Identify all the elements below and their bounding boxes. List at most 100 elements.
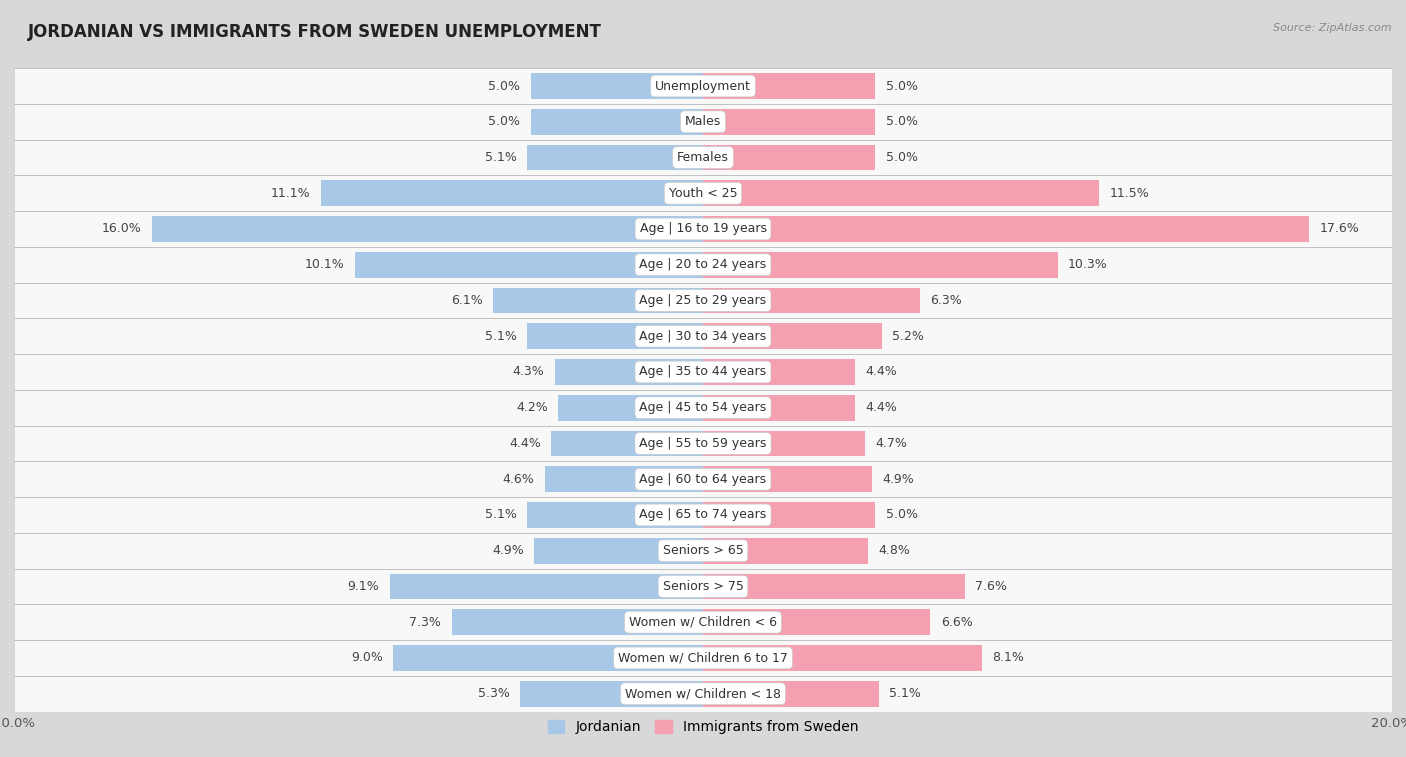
Text: 6.6%: 6.6% (941, 615, 973, 629)
FancyBboxPatch shape (14, 497, 1392, 533)
Text: 11.1%: 11.1% (271, 187, 311, 200)
Text: Age | 60 to 64 years: Age | 60 to 64 years (640, 472, 766, 486)
FancyBboxPatch shape (14, 319, 1392, 354)
Bar (356, 252, 703, 278)
Bar (520, 681, 703, 706)
Text: 5.0%: 5.0% (488, 115, 520, 128)
FancyBboxPatch shape (14, 604, 1392, 640)
Text: 9.0%: 9.0% (350, 652, 382, 665)
Text: Seniors > 65: Seniors > 65 (662, 544, 744, 557)
Bar (703, 217, 1309, 242)
Bar (703, 538, 869, 563)
Bar (531, 73, 703, 99)
Text: Males: Males (685, 115, 721, 128)
Text: 4.4%: 4.4% (865, 366, 897, 378)
Bar (703, 609, 931, 635)
Text: Age | 30 to 34 years: Age | 30 to 34 years (640, 330, 766, 343)
Bar (703, 431, 865, 456)
Legend: Jordanian, Immigrants from Sweden: Jordanian, Immigrants from Sweden (543, 715, 863, 740)
Bar (531, 109, 703, 135)
Text: 4.2%: 4.2% (516, 401, 548, 414)
Text: 5.0%: 5.0% (488, 79, 520, 92)
Bar (703, 145, 875, 170)
Bar (527, 502, 703, 528)
Bar (703, 323, 882, 349)
Text: Age | 45 to 54 years: Age | 45 to 54 years (640, 401, 766, 414)
Text: Age | 20 to 24 years: Age | 20 to 24 years (640, 258, 766, 271)
Bar (703, 359, 855, 385)
Text: 5.0%: 5.0% (886, 115, 918, 128)
Bar (551, 431, 703, 456)
Text: 5.2%: 5.2% (893, 330, 924, 343)
Text: Age | 25 to 29 years: Age | 25 to 29 years (640, 294, 766, 307)
Bar (703, 681, 879, 706)
Bar (703, 645, 981, 671)
Bar (555, 359, 703, 385)
Text: 11.5%: 11.5% (1109, 187, 1149, 200)
Bar (703, 574, 965, 600)
Text: Unemployment: Unemployment (655, 79, 751, 92)
Bar (703, 180, 1099, 206)
Text: 6.3%: 6.3% (931, 294, 962, 307)
Bar (527, 323, 703, 349)
Text: 7.6%: 7.6% (976, 580, 1007, 593)
Bar (703, 502, 875, 528)
Text: 10.1%: 10.1% (305, 258, 344, 271)
Bar (558, 395, 703, 421)
FancyBboxPatch shape (14, 68, 1392, 104)
Text: 5.1%: 5.1% (485, 330, 517, 343)
Text: Age | 55 to 59 years: Age | 55 to 59 years (640, 437, 766, 450)
Text: Age | 16 to 19 years: Age | 16 to 19 years (640, 223, 766, 235)
FancyBboxPatch shape (14, 390, 1392, 425)
FancyBboxPatch shape (14, 640, 1392, 676)
Text: 4.9%: 4.9% (882, 472, 914, 486)
Bar (451, 609, 703, 635)
Text: Females: Females (678, 151, 728, 164)
Text: Youth < 25: Youth < 25 (669, 187, 737, 200)
FancyBboxPatch shape (14, 354, 1392, 390)
Text: 4.4%: 4.4% (865, 401, 897, 414)
Text: JORDANIAN VS IMMIGRANTS FROM SWEDEN UNEMPLOYMENT: JORDANIAN VS IMMIGRANTS FROM SWEDEN UNEM… (28, 23, 602, 41)
Bar (534, 538, 703, 563)
FancyBboxPatch shape (14, 104, 1392, 139)
Text: 7.3%: 7.3% (409, 615, 441, 629)
Text: Age | 65 to 74 years: Age | 65 to 74 years (640, 509, 766, 522)
Text: 4.9%: 4.9% (492, 544, 524, 557)
Text: 5.1%: 5.1% (889, 687, 921, 700)
Bar (544, 466, 703, 492)
FancyBboxPatch shape (14, 211, 1392, 247)
Text: 9.1%: 9.1% (347, 580, 380, 593)
Text: 4.7%: 4.7% (875, 437, 907, 450)
Text: 16.0%: 16.0% (101, 223, 142, 235)
Text: 5.1%: 5.1% (485, 151, 517, 164)
FancyBboxPatch shape (14, 247, 1392, 282)
Text: Women w/ Children 6 to 17: Women w/ Children 6 to 17 (619, 652, 787, 665)
FancyBboxPatch shape (14, 533, 1392, 569)
FancyBboxPatch shape (14, 176, 1392, 211)
Bar (494, 288, 703, 313)
Text: 8.1%: 8.1% (993, 652, 1024, 665)
Text: 4.3%: 4.3% (513, 366, 544, 378)
FancyBboxPatch shape (14, 569, 1392, 604)
Bar (703, 73, 875, 99)
Text: 5.0%: 5.0% (886, 151, 918, 164)
Text: 17.6%: 17.6% (1320, 223, 1360, 235)
Bar (703, 109, 875, 135)
Text: 5.0%: 5.0% (886, 79, 918, 92)
Text: 4.6%: 4.6% (502, 472, 534, 486)
FancyBboxPatch shape (14, 282, 1392, 319)
Bar (703, 395, 855, 421)
Text: Age | 35 to 44 years: Age | 35 to 44 years (640, 366, 766, 378)
Text: 5.0%: 5.0% (886, 509, 918, 522)
Text: 6.1%: 6.1% (451, 294, 482, 307)
Bar (703, 252, 1057, 278)
Text: 4.4%: 4.4% (509, 437, 541, 450)
Bar (389, 574, 703, 600)
Text: 5.3%: 5.3% (478, 687, 510, 700)
Bar (321, 180, 703, 206)
Text: 10.3%: 10.3% (1069, 258, 1108, 271)
Text: Source: ZipAtlas.com: Source: ZipAtlas.com (1274, 23, 1392, 33)
Text: Women w/ Children < 18: Women w/ Children < 18 (626, 687, 780, 700)
FancyBboxPatch shape (14, 676, 1392, 712)
Text: 5.1%: 5.1% (485, 509, 517, 522)
